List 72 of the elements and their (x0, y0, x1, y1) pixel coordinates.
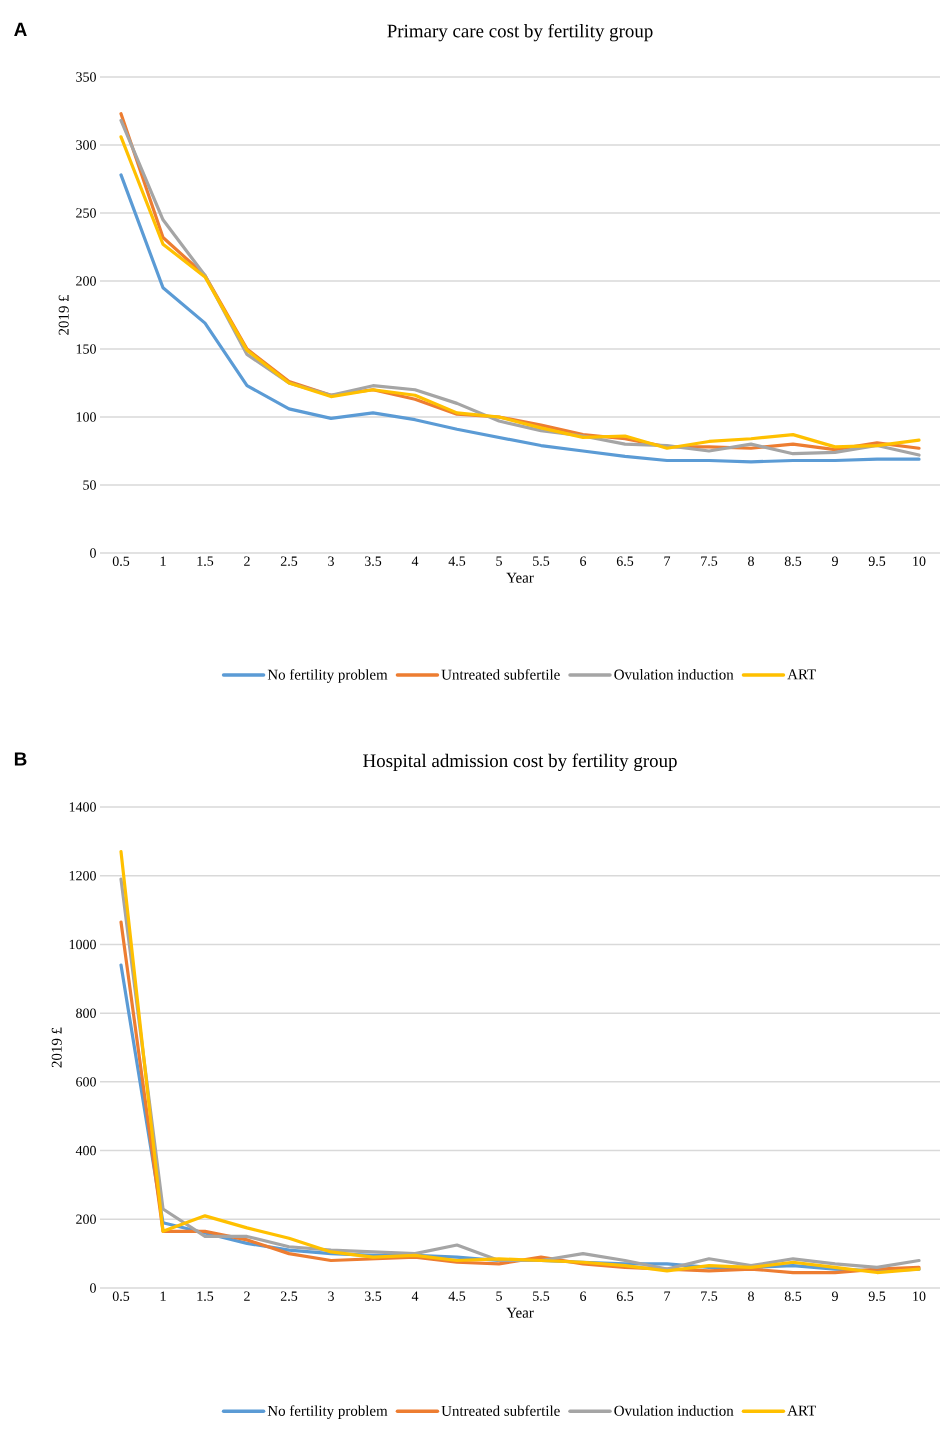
x-tick-label: 5.5 (533, 1291, 550, 1301)
legend-label: No fertility problem (267, 1405, 388, 1419)
legend-label: Ovulation induction (614, 1405, 734, 1416)
y-tick-label: 600 (76, 1077, 96, 1087)
x-tick-label: 8 (748, 556, 754, 566)
x-tick-label: 1 (160, 556, 166, 566)
x-tick-label: 9.5 (868, 556, 886, 566)
x-tick-label: 6.5 (616, 556, 634, 566)
y-tick-label: 150 (76, 344, 96, 354)
x-tick-label: 6 (580, 556, 587, 566)
x-axis-title: Year (506, 572, 534, 583)
legend-label: Ovulation induction (614, 669, 734, 680)
x-tick-label: 2.5 (280, 1291, 298, 1301)
y-tick-label: 400 (75, 1145, 96, 1156)
x-tick-label: 1.5 (197, 1291, 214, 1301)
chart-title: Primary care cost by fertility group (387, 23, 653, 42)
y-tick-label: 1000 (69, 939, 96, 950)
legend-label: No fertility problem (267, 669, 388, 683)
x-tick-label: 4 (411, 556, 419, 566)
legend-label: ART (787, 1405, 816, 1416)
y-axis-title: 2019 £ (58, 294, 69, 335)
x-tick-label: 9.5 (868, 1291, 886, 1301)
x-tick-label: 10 (913, 556, 926, 566)
x-axis-title: Year (506, 1307, 534, 1318)
y-tick-label: 50 (83, 480, 96, 490)
x-tick-label: 2 (244, 556, 250, 566)
x-tick-label: 9 (831, 556, 838, 566)
x-tick-label: 0.5 (112, 1291, 130, 1301)
x-tick-label: 7 (664, 1291, 671, 1301)
x-tick-label: 8.5 (784, 556, 802, 566)
y-tick-label: 300 (76, 140, 96, 150)
text: A (14, 22, 27, 36)
x-tick-label: 6.5 (616, 1291, 634, 1301)
y-tick-label: 800 (76, 1008, 96, 1018)
x-tick-label: 4.5 (448, 556, 466, 566)
x-tick-label: 7.5 (701, 1291, 718, 1301)
y-tick-label: 100 (76, 412, 96, 422)
x-tick-label: 5 (496, 556, 502, 566)
x-tick-label: 4.5 (448, 1291, 466, 1301)
y-tick-label: 200 (76, 276, 96, 286)
x-tick-label: 10 (913, 1291, 926, 1301)
x-tick-label: 9 (831, 1291, 838, 1301)
legend-label: Untreated subfertile (441, 669, 560, 680)
x-tick-label: 3.5 (364, 556, 382, 566)
x-tick-label: 6 (580, 1291, 587, 1301)
x-tick-label: 3 (328, 556, 334, 566)
y-tick-label: 1400 (69, 802, 96, 812)
y-axis-title: 2019 £ (51, 1027, 62, 1068)
x-tick-label: 2.5 (280, 556, 298, 566)
legend-label: ART (787, 669, 816, 680)
x-tick-label: 5.5 (533, 556, 550, 566)
x-tick-label: 8 (748, 1291, 754, 1301)
y-tick-label: 1200 (69, 870, 96, 881)
y-tick-label: 200 (76, 1214, 96, 1224)
y-tick-label: 350 (76, 72, 96, 82)
chart-title: Hospital admission cost by fertility group (363, 753, 677, 772)
x-tick-label: 5 (496, 1291, 502, 1301)
x-tick-label: 1.5 (197, 556, 214, 566)
x-tick-label: 7 (664, 556, 671, 566)
y-tick-label: 250 (76, 208, 96, 218)
y-tick-label: 0 (90, 548, 96, 558)
x-tick-label: 3.5 (364, 1291, 382, 1301)
x-tick-label: 1 (160, 1291, 166, 1301)
x-tick-label: 3 (328, 1291, 334, 1301)
x-tick-label: 2 (244, 1291, 250, 1301)
x-tick-label: 0.5 (112, 556, 130, 566)
y-tick-label: 0 (90, 1283, 96, 1293)
legend-label: Untreated subfertile (441, 1405, 560, 1416)
x-tick-label: 8.5 (784, 1291, 802, 1301)
text: B (14, 752, 27, 766)
x-tick-label: 7.5 (701, 556, 718, 566)
x-tick-label: 4 (411, 1291, 419, 1301)
